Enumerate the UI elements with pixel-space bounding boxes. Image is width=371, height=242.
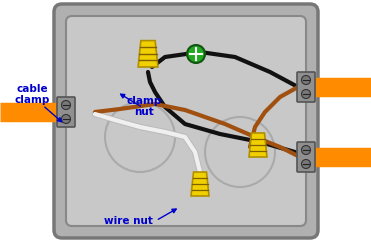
- FancyBboxPatch shape: [54, 4, 318, 238]
- Circle shape: [302, 145, 311, 154]
- Polygon shape: [191, 172, 209, 196]
- FancyBboxPatch shape: [297, 72, 315, 102]
- FancyBboxPatch shape: [297, 142, 315, 172]
- Circle shape: [62, 100, 70, 109]
- Circle shape: [302, 159, 311, 168]
- Polygon shape: [249, 133, 267, 157]
- Text: cable
clamp: cable clamp: [15, 83, 50, 105]
- Text: wire nut: wire nut: [104, 216, 153, 227]
- Circle shape: [187, 45, 205, 63]
- Polygon shape: [138, 41, 158, 67]
- Circle shape: [62, 114, 70, 123]
- Circle shape: [302, 76, 311, 84]
- Text: clamp
nut: clamp nut: [126, 96, 161, 117]
- FancyBboxPatch shape: [66, 16, 306, 226]
- Circle shape: [302, 90, 311, 98]
- FancyBboxPatch shape: [57, 97, 75, 127]
